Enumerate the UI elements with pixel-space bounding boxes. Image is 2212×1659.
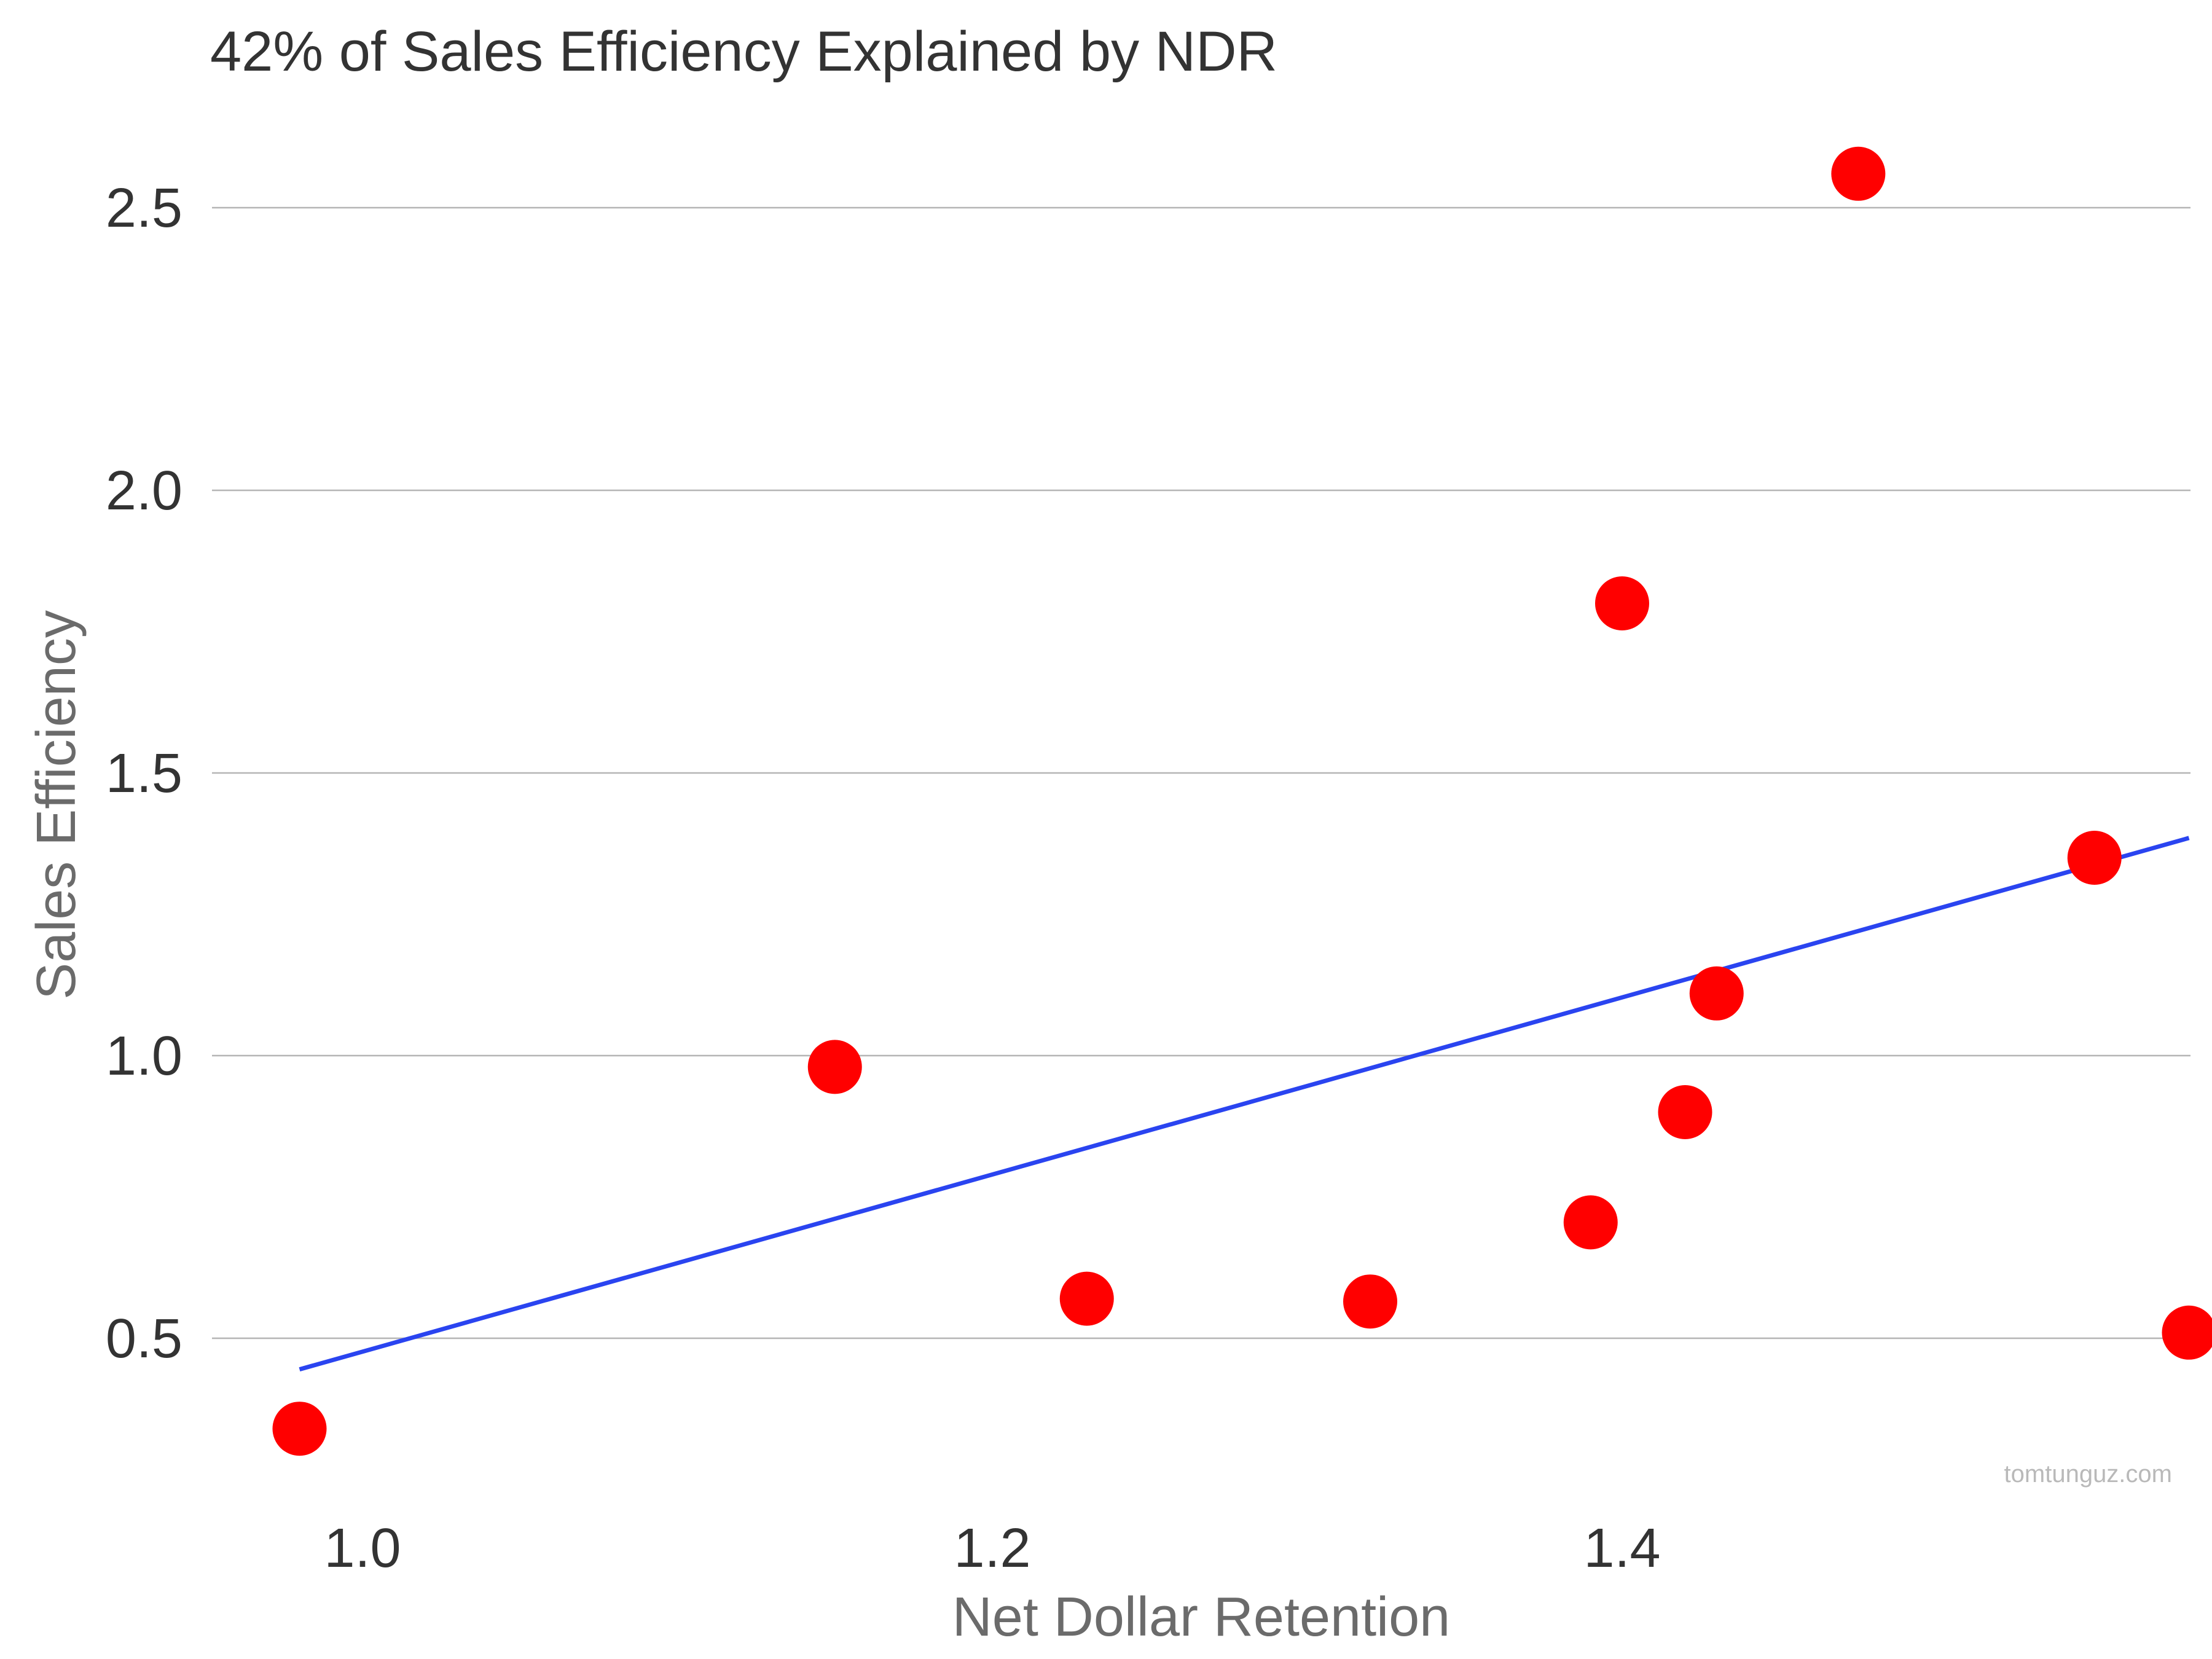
y-tick-label: 1.0 xyxy=(106,1026,182,1087)
x-axis-ticks: 1.01.21.41.6 xyxy=(324,1518,1660,1579)
data-point xyxy=(1831,146,1886,201)
data-point xyxy=(1689,966,1744,1021)
x-tick-label: 1.2 xyxy=(954,1518,1030,1579)
data-point xyxy=(807,1040,862,1094)
data-points xyxy=(272,146,2212,1456)
y-axis-title: Sales Efficiency xyxy=(26,610,87,1000)
data-point xyxy=(1563,1195,1618,1250)
y-tick-label: 0.5 xyxy=(106,1308,182,1370)
trendline xyxy=(299,836,2190,1371)
y-axis-ticks: 0.5 1.0 1.5 2.0 2.5 xyxy=(106,178,182,1370)
watermark-text: tomtunguz.com xyxy=(2004,1461,2172,1488)
y-tick-label: 2.0 xyxy=(106,460,182,522)
chart-title: 42% of Sales Efficiency Explained by NDR xyxy=(210,20,1277,83)
y-tick-label: 1.5 xyxy=(106,743,182,804)
data-point xyxy=(1059,1271,1114,1326)
x-tick-label: 1.0 xyxy=(324,1518,401,1579)
data-point xyxy=(2067,831,2122,885)
x-axis-title: Net Dollar Retention xyxy=(952,1586,1450,1648)
y-tick-label: 2.5 xyxy=(106,178,182,239)
data-point xyxy=(1658,1085,1712,1139)
data-point xyxy=(1343,1274,1397,1329)
trendline-group xyxy=(299,836,2190,1371)
data-point xyxy=(272,1402,327,1456)
data-point xyxy=(1595,576,1649,630)
gridlines xyxy=(212,206,2190,1339)
x-tick-label: 1.4 xyxy=(1583,1518,1660,1579)
data-point xyxy=(2162,1305,2212,1360)
